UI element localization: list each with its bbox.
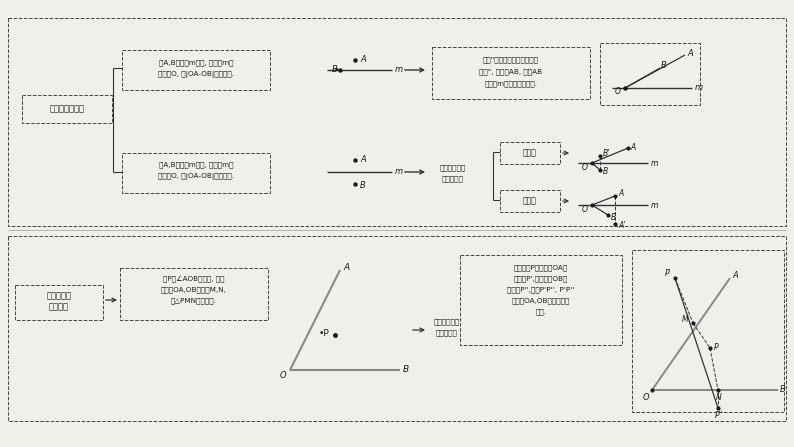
Text: m: m <box>395 66 403 75</box>
Text: 点P是∠AOB内一点, 分别: 点P是∠AOB内一点, 分别 <box>164 276 225 283</box>
Text: B: B <box>332 66 338 75</box>
Text: m: m <box>695 84 703 93</box>
Bar <box>15 285 103 320</box>
Text: m: m <box>651 201 658 210</box>
Text: M: M <box>681 316 688 325</box>
Text: 根据轴对称，: 根据轴对称， <box>434 319 461 325</box>
Text: 异侧变同侧: 异侧变同侧 <box>442 176 464 182</box>
Text: A: A <box>360 155 366 164</box>
Text: A: A <box>343 262 349 271</box>
Text: 最小问题: 最小问题 <box>49 303 69 312</box>
Text: 与射线OA,OB的交点即为: 与射线OA,OB的交点即为 <box>512 298 570 304</box>
Text: 点A,B在直线m同侧, 在直线m上: 点A,B在直线m同侧, 在直线m上 <box>159 60 233 66</box>
Text: A': A' <box>618 222 626 231</box>
Text: B: B <box>611 212 616 222</box>
Text: A: A <box>732 270 738 279</box>
Text: O: O <box>279 371 286 380</box>
Text: 根据"三角形两边之差小于第: 根据"三角形两边之差小于第 <box>483 57 539 63</box>
Text: O: O <box>582 163 588 172</box>
Bar <box>632 250 784 412</box>
Text: P: P <box>714 343 719 353</box>
Text: 近点法: 近点法 <box>523 148 537 157</box>
Bar <box>500 142 560 164</box>
Text: B: B <box>603 168 608 177</box>
Bar <box>432 47 590 99</box>
Bar <box>122 153 270 193</box>
Text: 三角形周长: 三角形周长 <box>47 291 71 300</box>
Text: 与直线m的交点即为所求.: 与直线m的交点即为所求. <box>484 81 538 87</box>
Bar <box>122 50 270 90</box>
Text: O: O <box>642 392 649 401</box>
Text: A: A <box>687 49 692 58</box>
Text: B: B <box>661 62 667 71</box>
Text: O: O <box>582 204 588 214</box>
Text: 线段差最大问题: 线段差最大问题 <box>49 105 84 114</box>
Text: m: m <box>395 168 403 177</box>
Text: 对称点P'',连接P'P'', P'P'': 对称点P'',连接P'P'', P'P'' <box>507 287 575 293</box>
Bar <box>8 236 786 421</box>
Text: 使△PMN周长最小.: 使△PMN周长最小. <box>171 298 217 304</box>
Text: 找一点O, 使|OA-OB|的值最大.: 找一点O, 使|OA-OB|的值最大. <box>158 72 234 79</box>
Text: O: O <box>615 88 621 97</box>
Text: N: N <box>716 392 722 401</box>
Text: •P: •P <box>318 329 329 337</box>
Text: A: A <box>618 190 623 198</box>
Text: A: A <box>630 143 635 152</box>
Text: 分别作点P关于直线OA的: 分别作点P关于直线OA的 <box>514 265 569 271</box>
Bar <box>600 43 700 105</box>
Text: A: A <box>360 55 366 63</box>
Text: 三边", 作射线AB, 射线AB: 三边", 作射线AB, 射线AB <box>480 69 542 75</box>
Text: •: • <box>333 65 339 75</box>
Text: 找一点O, 使|OA-OB|的值最大.: 找一点O, 使|OA-OB|的值最大. <box>158 173 234 181</box>
Bar <box>22 95 112 123</box>
Text: P': P' <box>665 269 672 278</box>
Bar <box>120 268 268 320</box>
Text: 所求.: 所求. <box>535 309 546 315</box>
Text: 远点法: 远点法 <box>523 197 537 206</box>
Text: B': B' <box>603 149 611 159</box>
Text: 在射线OA,OB上找点M,N,: 在射线OA,OB上找点M,N, <box>161 287 227 293</box>
Bar <box>460 255 622 345</box>
Text: B: B <box>403 366 409 375</box>
Text: B: B <box>780 385 786 395</box>
Text: 对称点P',关于直线OB的: 对称点P',关于直线OB的 <box>514 276 569 283</box>
Text: 点A,B在直线m异侧, 在直线m上: 点A,B在直线m异侧, 在直线m上 <box>159 162 233 169</box>
Text: m: m <box>651 159 658 168</box>
Text: B: B <box>360 181 366 190</box>
Text: 异线变同线: 异线变同线 <box>436 330 458 336</box>
Text: 根据轴对称，: 根据轴对称， <box>440 164 466 171</box>
Bar <box>500 190 560 212</box>
Text: P'': P'' <box>715 410 723 419</box>
Bar <box>8 18 786 226</box>
